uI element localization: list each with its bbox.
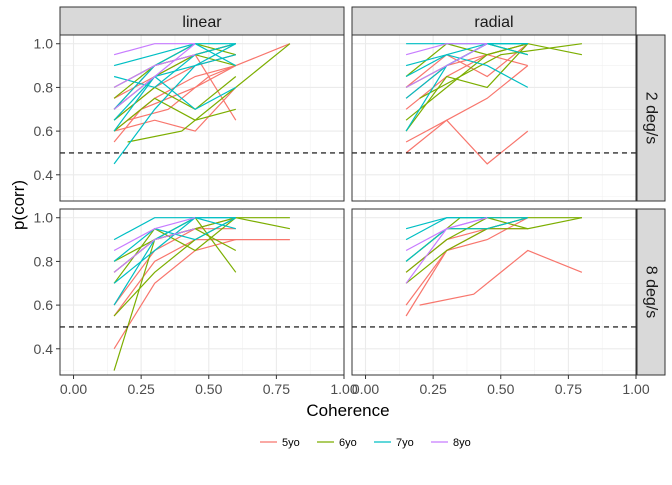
series-line-8yo-linear-8degs-1 [113, 228, 196, 273]
series-line-8yo-linear-2degs-1 [113, 54, 196, 88]
facet-strip-linear [59, 6, 345, 36]
facet-label-linear: linear [182, 14, 222, 31]
x-tick-label: 1.00 [330, 381, 357, 397]
y-tick-label: 0.4 [34, 167, 54, 183]
series-line-5yo-radial-8degs-1 [419, 249, 583, 306]
series-line-7yo-radial-8degs-1 [405, 217, 528, 262]
series-line-7yo-linear-2degs-2 [113, 43, 236, 110]
series-line-7yo-linear-8degs-1 [113, 217, 236, 241]
x-tick-label: 0.00 [352, 381, 379, 397]
legend-label-7yo: 7yo [396, 437, 414, 449]
series-line-5yo-radial-2degs-0 [405, 119, 529, 165]
series-line-8yo-linear-2degs-2 [113, 43, 196, 110]
panel-border [351, 208, 637, 376]
series-line-7yo-radial-8degs-2 [405, 217, 488, 241]
series-line-5yo-linear-2degs-6 [113, 86, 237, 132]
x-tick-label: 0.25 [420, 381, 447, 397]
series-line-6yo-radial-8degs-3 [405, 228, 528, 284]
y-tick-label: 0.4 [34, 341, 54, 357]
x-tick-label: 0.50 [195, 381, 222, 397]
series-line-8yo-radial-2degs-0 [405, 43, 488, 56]
series-line-7yo-linear-2degs-3 [113, 54, 236, 132]
facet-label-2-deg-s: 2 deg/s [643, 92, 660, 144]
series-line-7yo-radial-2degs-3 [405, 54, 529, 88]
series-line-6yo-linear-2degs-4 [113, 97, 236, 132]
legend-label-8yo: 8yo [453, 437, 471, 449]
y-axis-title: p(corr) [9, 180, 28, 230]
facet-strip-2-deg-s [636, 34, 666, 202]
panel-background [60, 209, 344, 375]
series-line-5yo-linear-2degs-2 [113, 65, 237, 143]
x-tick-label: 0.50 [487, 381, 514, 397]
series-line-7yo-radial-2degs-2 [405, 43, 528, 78]
series-line-8yo-linear-8degs-0 [113, 217, 196, 252]
x-tick-label: 0.75 [263, 381, 290, 397]
x-axis-title: Coherence [306, 401, 389, 420]
panel-background [352, 209, 636, 375]
series-line-5yo-radial-2degs-4 [405, 43, 529, 88]
facet-label-radial: radial [474, 14, 513, 31]
legend-label-5yo: 5yo [282, 437, 300, 449]
x-tick-label: 0.00 [60, 381, 87, 397]
legend-label-6yo: 6yo [339, 437, 357, 449]
series-line-6yo-radial-2degs-3 [419, 43, 582, 99]
panel-background [352, 35, 636, 201]
y-tick-label: 0.8 [34, 253, 54, 269]
y-tick-label: 0.8 [34, 79, 54, 95]
panel-border [59, 208, 345, 376]
y-tick-label: 1.0 [34, 36, 54, 52]
facet-strip-radial [351, 6, 637, 36]
series-line-7yo-linear-2degs-4 [113, 43, 237, 67]
y-tick-label: 1.0 [34, 210, 54, 226]
y-tick-label: 0.6 [34, 297, 54, 313]
series-line-8yo-radial-2degs-1 [405, 43, 488, 88]
series-line-8yo-radial-8degs-1 [405, 217, 488, 252]
series-line-5yo-linear-2degs-4 [127, 43, 291, 121]
x-tick-label: 0.25 [128, 381, 155, 397]
y-tick-label: 0.6 [34, 123, 54, 139]
series-line-5yo-radial-2degs-1 [405, 65, 529, 143]
series-line-6yo-linear-2degs-2 [127, 43, 291, 143]
facet-strip-8-deg-s [636, 208, 666, 376]
series-line-8yo-linear-2degs-0 [113, 43, 196, 56]
x-tick-label: 1.00 [622, 381, 649, 397]
x-tick-label: 0.75 [555, 381, 582, 397]
facet-label-8-deg-s: 8 deg/s [643, 266, 660, 318]
series-line-7yo-linear-2degs-5 [113, 75, 237, 121]
